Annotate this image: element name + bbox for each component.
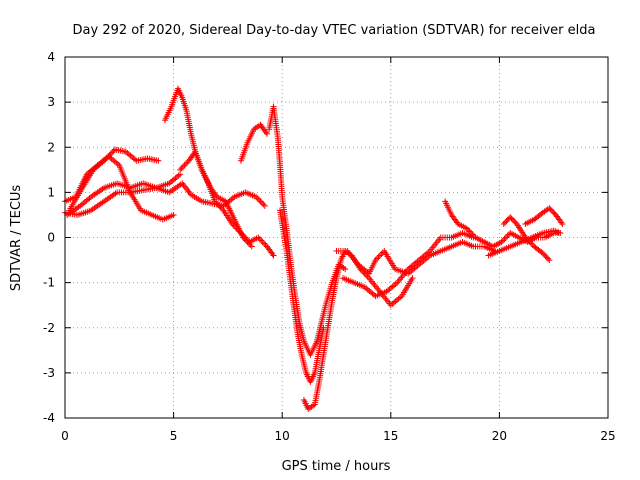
x-tick-label: 5 xyxy=(170,429,178,443)
data-point xyxy=(501,236,508,243)
data-point xyxy=(261,202,268,209)
data-point xyxy=(539,250,546,257)
data-point xyxy=(507,214,514,221)
data-point xyxy=(550,209,557,216)
data-point xyxy=(102,156,109,163)
series-sat-n xyxy=(500,214,553,264)
data-point xyxy=(512,219,519,226)
series-sat-p xyxy=(485,227,564,259)
data-point xyxy=(547,206,554,213)
data-point xyxy=(543,254,550,261)
data-point xyxy=(170,211,177,218)
series-sat-l xyxy=(340,229,477,300)
series-sat-i xyxy=(277,207,327,385)
data-point xyxy=(342,266,349,273)
series-sat-j xyxy=(300,248,416,412)
data-point xyxy=(256,196,263,203)
data-point xyxy=(557,229,564,236)
data-point xyxy=(256,236,263,243)
data-point xyxy=(376,252,383,259)
data-series xyxy=(62,85,566,412)
x-tick-label: 15 xyxy=(383,429,398,443)
data-point xyxy=(181,162,188,169)
data-point xyxy=(177,166,184,173)
data-point xyxy=(546,257,553,264)
series-sat-k xyxy=(333,239,499,277)
x-tick-label: 25 xyxy=(600,429,615,443)
x-tick-label: 10 xyxy=(275,429,290,443)
y-tick-label: 3 xyxy=(47,95,55,109)
data-point xyxy=(529,242,536,249)
y-tick-label: 2 xyxy=(47,140,55,154)
y-tick-label: 4 xyxy=(47,50,55,64)
y-axis-label: SDTVAR / TECUs xyxy=(9,185,24,292)
data-point xyxy=(503,218,510,225)
data-point xyxy=(504,216,511,223)
data-point xyxy=(107,150,114,157)
data-point xyxy=(178,165,185,172)
y-tick-label: -4 xyxy=(43,411,55,425)
data-point xyxy=(103,154,110,161)
data-point xyxy=(541,251,548,258)
data-point xyxy=(508,215,515,222)
data-point xyxy=(110,147,117,154)
series-sat-f xyxy=(177,148,255,250)
data-point xyxy=(106,152,113,159)
series-sat-o xyxy=(522,205,566,227)
data-point xyxy=(270,252,277,259)
data-point xyxy=(263,130,270,137)
axis-ticks: 0 5 10 15 20 25 -4 -3 -2 -1 0 1 2 3 4 xyxy=(43,50,616,443)
data-point xyxy=(511,218,518,225)
data-point xyxy=(259,239,266,246)
data-point xyxy=(548,207,555,214)
series-sat-a xyxy=(62,153,177,223)
x-tick-label: 20 xyxy=(492,429,507,443)
data-point xyxy=(409,275,416,282)
data-point xyxy=(500,220,507,227)
data-point xyxy=(502,234,509,241)
chart-title: Day 292 of 2020, Sidereal Day-to-day VTE… xyxy=(73,23,596,38)
series-sat-b xyxy=(66,146,162,214)
data-point xyxy=(502,219,509,226)
data-point xyxy=(509,216,516,223)
data-point xyxy=(182,160,189,167)
data-point xyxy=(538,210,545,217)
data-point xyxy=(155,157,162,164)
data-point xyxy=(105,153,112,160)
series-sat-g xyxy=(237,121,270,164)
data-point xyxy=(261,240,268,247)
data-point xyxy=(542,253,549,260)
data-point xyxy=(257,198,264,205)
data-point xyxy=(101,157,108,164)
data-point xyxy=(378,251,385,258)
y-tick-label: -1 xyxy=(43,276,55,290)
x-tick-label: 0 xyxy=(61,429,69,443)
series-sat-e xyxy=(161,85,277,259)
data-point xyxy=(559,220,566,227)
data-point xyxy=(248,243,255,250)
data-point xyxy=(258,199,265,206)
data-point xyxy=(109,149,116,156)
x-axis-label: GPS time / hours xyxy=(282,459,391,474)
series-sat-d xyxy=(62,171,184,218)
data-point xyxy=(546,205,553,212)
y-tick-label: -2 xyxy=(43,321,55,335)
series-sat-h xyxy=(266,103,349,358)
data-point xyxy=(260,201,267,208)
data-point xyxy=(545,255,552,262)
y-tick-label: -3 xyxy=(43,366,55,380)
data-point xyxy=(375,254,382,261)
y-tick-label: 1 xyxy=(47,185,55,199)
data-point xyxy=(180,163,187,170)
y-tick-label: 0 xyxy=(47,231,55,245)
